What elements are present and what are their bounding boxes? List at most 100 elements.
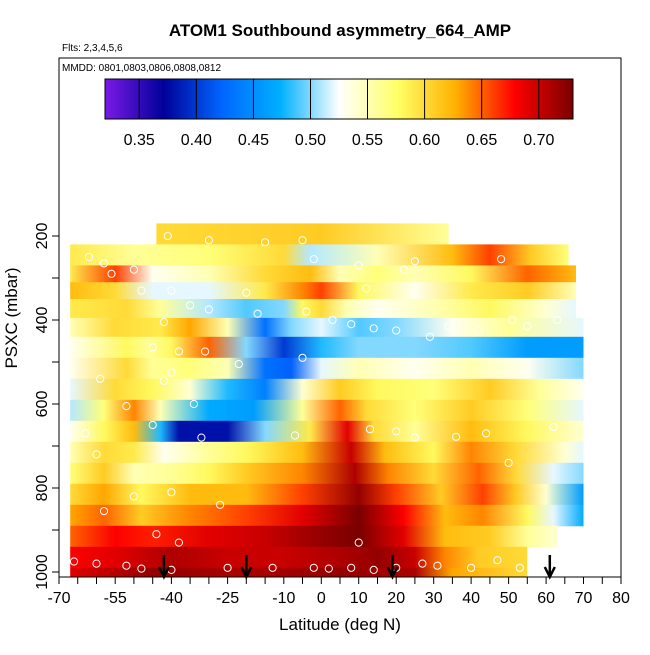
heatmap-row-1	[70, 244, 569, 266]
sample-point	[354, 538, 363, 547]
sample-points	[69, 231, 622, 575]
sample-point	[99, 507, 109, 516]
sample-point	[347, 320, 356, 329]
sample-point	[148, 420, 157, 430]
sample-point	[369, 565, 378, 575]
sample-point	[298, 236, 307, 245]
sample-point	[84, 252, 94, 262]
sample-point	[204, 236, 213, 245]
sample-point	[129, 265, 138, 274]
sample-point	[515, 563, 524, 572]
sample-point	[508, 315, 517, 325]
sample-point	[268, 563, 277, 572]
sample-point	[482, 429, 491, 438]
sample-point	[605, 504, 614, 514]
y-tick-label: 800	[34, 475, 51, 502]
x-tick-label: 40	[462, 590, 480, 607]
y-tick-label: 1000	[34, 554, 51, 590]
sample-point	[290, 431, 300, 440]
sample-point	[152, 530, 161, 539]
sample-point	[549, 423, 558, 432]
heatmap-row-8	[70, 378, 584, 401]
sample-point	[167, 286, 176, 295]
sample-point	[452, 432, 461, 441]
heatmap-row-2	[70, 265, 576, 283]
sample-point	[174, 538, 183, 547]
heatmap-row-9	[70, 399, 584, 422]
sample-point	[189, 399, 198, 409]
x-axis-label: Latitude (deg N)	[279, 615, 401, 634]
heatmap-row-16	[70, 546, 528, 569]
colorbar: 0.35 0.40 0.45 0.50 0.55 0.60 0.65 0.70	[104, 78, 574, 149]
x-tick-label: 10	[350, 590, 368, 607]
sample-point	[523, 322, 532, 331]
x-tick-label: -40	[160, 590, 183, 607]
heatmap-row-7	[70, 357, 584, 380]
sample-point	[167, 488, 176, 497]
sample-point	[497, 255, 506, 264]
sample-point	[122, 561, 131, 570]
heatmap-row-6	[70, 336, 584, 359]
colorbar-tick-label: 0.55	[352, 132, 383, 149]
y-axis: 200 400 600 800 1000	[34, 223, 59, 590]
colorbar-tick-label: 0.45	[238, 132, 269, 149]
flights-note: Flts: 2,3,4,5,6	[62, 43, 123, 54]
colorbar-tick-label: 0.70	[523, 132, 554, 149]
sample-point	[223, 563, 232, 572]
sample-point	[81, 429, 90, 438]
x-tick-label: 70	[575, 590, 593, 607]
sample-point	[309, 255, 318, 264]
x-tick-label: 0	[317, 590, 326, 607]
sample-point	[242, 288, 251, 297]
chart-title: ATOM1 Southbound asymmetry_664_AMP	[169, 21, 511, 40]
heatmap-row-15	[70, 525, 558, 548]
heatmap-row-14	[70, 504, 584, 527]
sample-point	[504, 458, 513, 467]
x-tick-label: 30	[425, 590, 443, 607]
x-tick-label: -55	[104, 590, 127, 607]
heatmap-row-12	[70, 462, 584, 485]
heatmap-rows	[70, 223, 584, 577]
x-tick-label: -70	[47, 590, 70, 607]
sample-point	[69, 557, 79, 566]
sample-point	[186, 301, 195, 310]
sample-point	[163, 231, 172, 241]
heatmap-row-3	[70, 282, 576, 300]
sample-point	[354, 261, 363, 270]
heatmap-row-4	[70, 299, 576, 319]
colorbar-tick-label: 0.35	[124, 132, 155, 149]
sample-point	[467, 563, 476, 572]
sample-point	[365, 425, 375, 434]
sample-point	[216, 500, 225, 509]
sample-point	[122, 402, 131, 411]
sample-point	[261, 238, 270, 247]
sample-point	[410, 433, 419, 442]
sample-point	[324, 564, 333, 573]
x-tick-label: -25	[216, 590, 239, 607]
y-tick-label: 600	[34, 391, 51, 418]
sample-point	[399, 265, 408, 274]
x-tick-label: 60	[537, 590, 555, 607]
sample-point	[362, 284, 371, 293]
sample-point	[159, 318, 168, 327]
sample-point	[444, 322, 453, 331]
colorbar-tick-label: 0.65	[466, 132, 497, 149]
sample-point	[253, 309, 262, 318]
sample-point	[137, 564, 146, 573]
colorbar-tick-label: 0.60	[409, 132, 440, 149]
x-tick-label: -10	[272, 590, 295, 607]
x-axis: -70 -55 -40 -25 -10 0 10 20 30 40 50 60 70 80	[47, 577, 630, 607]
sample-point	[99, 259, 109, 268]
sample-point	[234, 360, 243, 369]
heatmap-row-5	[70, 317, 584, 338]
sample-point	[107, 269, 116, 278]
sample-point	[410, 257, 419, 266]
sample-point	[369, 324, 378, 333]
x-tick-label: 20	[387, 590, 405, 607]
sample-point	[328, 315, 337, 325]
sample-point	[553, 315, 562, 325]
y-tick-label: 400	[34, 307, 51, 334]
sample-point	[204, 305, 213, 314]
sample-point	[392, 427, 401, 436]
dates-note: MMDD: 0801,0803,0806,0808,0812	[62, 63, 221, 74]
